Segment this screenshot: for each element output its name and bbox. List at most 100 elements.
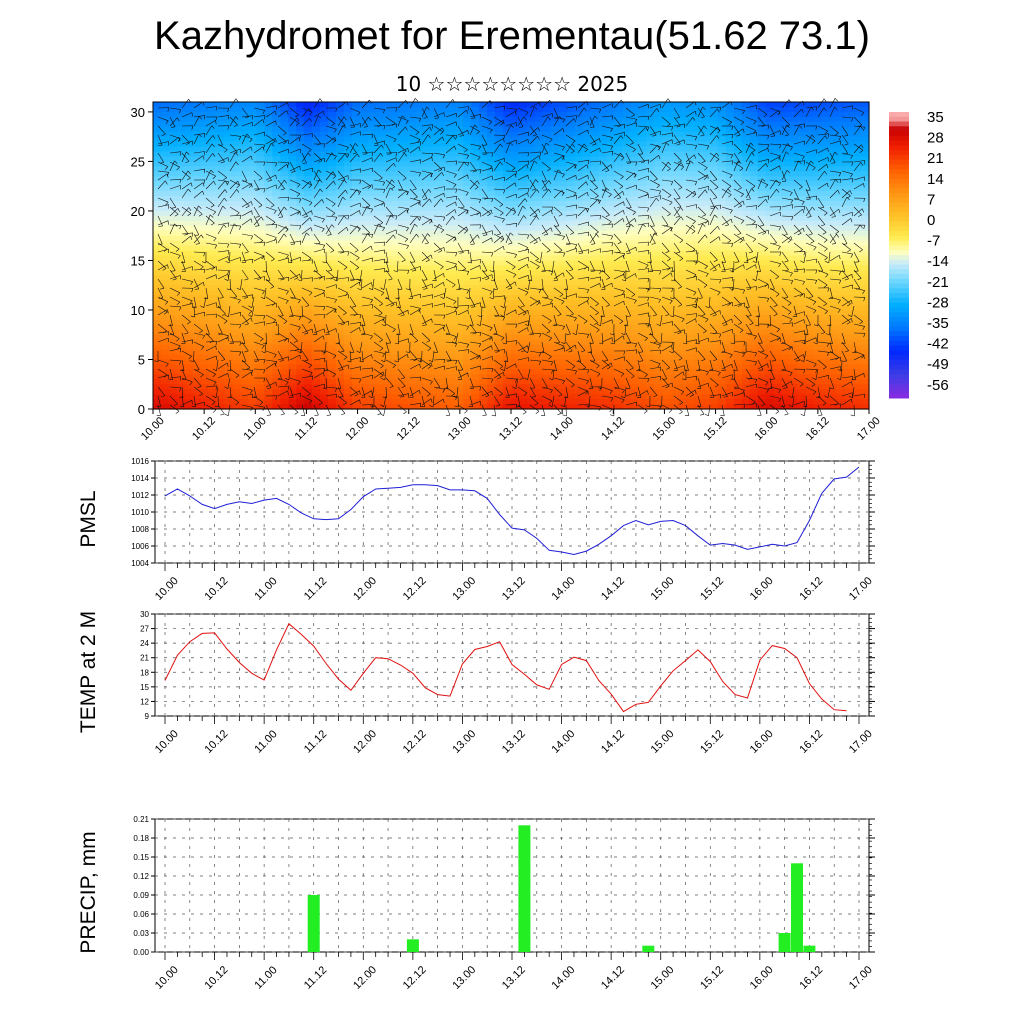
colorbar-swatch: [889, 269, 909, 275]
x-tick-label: 16.12: [797, 964, 825, 992]
precip-bar: [778, 933, 791, 952]
colorbar-swatch: [889, 150, 909, 156]
x-tick-label: 10.12: [202, 728, 230, 756]
x-tick-label: 12.00: [351, 728, 379, 756]
colorbar-label: -28: [927, 294, 949, 311]
x-axis: 10.00 10.12 11.00 11.12 12.00 12.12 13.00 13.12…: [153, 563, 875, 603]
x-tick-label: 10.12: [190, 415, 218, 443]
x-tick-label: 13.00: [450, 964, 478, 992]
colorbar-swatch: [889, 388, 909, 394]
colorbar-label: 7: [927, 191, 935, 208]
colorbar-swatch: [889, 154, 909, 161]
x-tick-label: 15.00: [649, 964, 677, 992]
precip-bar: [518, 825, 531, 952]
y-tick-label: 12: [140, 697, 149, 706]
y-axis-label: PRECIP, mm: [77, 831, 100, 953]
y-tick-label: 30: [131, 105, 145, 120]
colorbar-label: 0: [927, 212, 935, 229]
x-tick-label: 13.00: [446, 415, 474, 443]
chart-title: Kazhydromet for Erementau(51.62 73.1): [154, 14, 870, 58]
colorbar-swatch: [889, 145, 909, 151]
colorbar-swatch: [889, 245, 909, 251]
y-tick-label: 30: [140, 610, 149, 619]
colorbar-swatch: [889, 364, 909, 370]
precip-bar: [791, 863, 803, 952]
precip-bar: [803, 945, 816, 952]
y-tick-label: 0.00: [133, 948, 149, 957]
x-tick-label: 12.00: [351, 575, 379, 603]
colorbar-swatch: [889, 336, 909, 342]
wind-barbs: [154, 98, 866, 417]
cross-section-panel: 0 5 10 15 20 25 30 10.00 10.12 11.00 11.12 12.00 12.…: [131, 98, 883, 443]
colorbar-swatch: [889, 121, 909, 127]
x-tick-label: 13.00: [450, 728, 478, 756]
x-tick-label: 14.12: [599, 575, 627, 603]
x-tick-label: 17.00: [847, 964, 875, 992]
colorbar-swatch: [889, 140, 909, 146]
colorbar-swatch: [889, 283, 909, 289]
y-tick-label: 5: [138, 352, 145, 367]
colorbar-swatch: [889, 178, 909, 184]
x-axis: 10.00 10.12 11.00 11.12 12.00 12.12 13.00 13.12…: [153, 716, 875, 756]
y-tick-label: 1004: [131, 559, 149, 568]
x-tick-label: 13.12: [500, 575, 528, 603]
x-tick-label: 14.00: [549, 964, 577, 992]
y-tick-label: 0.21: [133, 815, 149, 824]
colorbar: 35 28 21 14 7 0 -7 -14 -21 -28 -35 -42 -49 -56: [889, 109, 949, 399]
chart-subtitle: 10 ☆☆☆☆☆☆☆☆ 2025: [395, 72, 629, 96]
colorbar-label: 28: [927, 130, 944, 147]
colorbar-swatch: [889, 197, 909, 204]
colorbar-swatch: [889, 326, 909, 332]
y-axis: 1004 1006 1008 1010 1012 1014 1016: [131, 457, 875, 568]
y-tick-label: 10: [131, 303, 145, 318]
y-tick-label: 1006: [131, 542, 149, 551]
x-tick-label: 15.12: [698, 575, 726, 603]
colorbar-swatch: [889, 202, 909, 208]
y-tick-label: 1008: [131, 525, 149, 534]
y-tick-label: 9: [145, 712, 150, 721]
colorbar-swatch: [889, 112, 909, 118]
x-tick-label: 10.00: [153, 728, 181, 756]
colorbar-swatch: [889, 393, 909, 399]
x-tick-label: 16.00: [753, 415, 781, 443]
colorbar-swatch: [889, 312, 909, 318]
x-tick-label: 11.00: [252, 964, 279, 991]
x-tick-label: 12.12: [401, 728, 429, 756]
x-tick-label: 13.12: [497, 415, 525, 443]
x-tick-label: 11.12: [302, 575, 329, 602]
x-tick-label: 17.00: [847, 728, 875, 756]
colorbar-swatch: [889, 293, 909, 299]
colorbar-swatch: [889, 274, 909, 280]
x-tick-label: 16.00: [748, 728, 776, 756]
colorbar-swatch: [889, 173, 909, 180]
pmsl-panel: 1004 1006 1008 1010 1012 1014 1016 10.00 10.12 11…: [77, 457, 875, 603]
y-tick-label: 21: [140, 654, 149, 663]
x-tick-label: 14.12: [599, 964, 627, 992]
colorbar-swatch: [889, 278, 909, 285]
precip-bar: [307, 895, 320, 952]
temp-2m-panel: 9 12 15 18 21 24 27 30 10.00 10.12 11.00 11.12 12.00…: [77, 610, 875, 756]
x-tick-label: 16.12: [797, 575, 825, 603]
series-line: [164, 622, 847, 713]
y-tick-label: 25: [131, 154, 145, 169]
colorbar-label: 35: [927, 109, 944, 126]
cross-section-x-axis: 10.00 10.12 11.00 11.12 12.00 12.12 13.00 13.12…: [139, 409, 883, 443]
x-tick-label: 12.00: [343, 415, 371, 443]
colorbar-swatch: [889, 255, 909, 261]
colorbar-swatch: [889, 297, 909, 304]
precip-bar: [642, 945, 655, 952]
x-tick-label: 17.00: [847, 575, 875, 603]
colorbar-label: -14: [927, 253, 949, 270]
y-axis-label: TEMP at 2 M: [77, 611, 100, 733]
colorbar-swatch: [889, 116, 909, 123]
colorbar-swatch: [889, 340, 909, 347]
colorbar-label: -42: [927, 336, 949, 353]
y-tick-label: 1010: [131, 508, 149, 517]
x-axis: 10.00 10.12 11.00 11.12 12.00 12.12 13.00 13.12…: [153, 952, 875, 992]
x-tick-label: 14.00: [549, 575, 577, 603]
y-tick-label: 1014: [131, 474, 149, 483]
colorbar-label: -56: [927, 377, 949, 394]
x-tick-label: 12.12: [401, 575, 429, 603]
